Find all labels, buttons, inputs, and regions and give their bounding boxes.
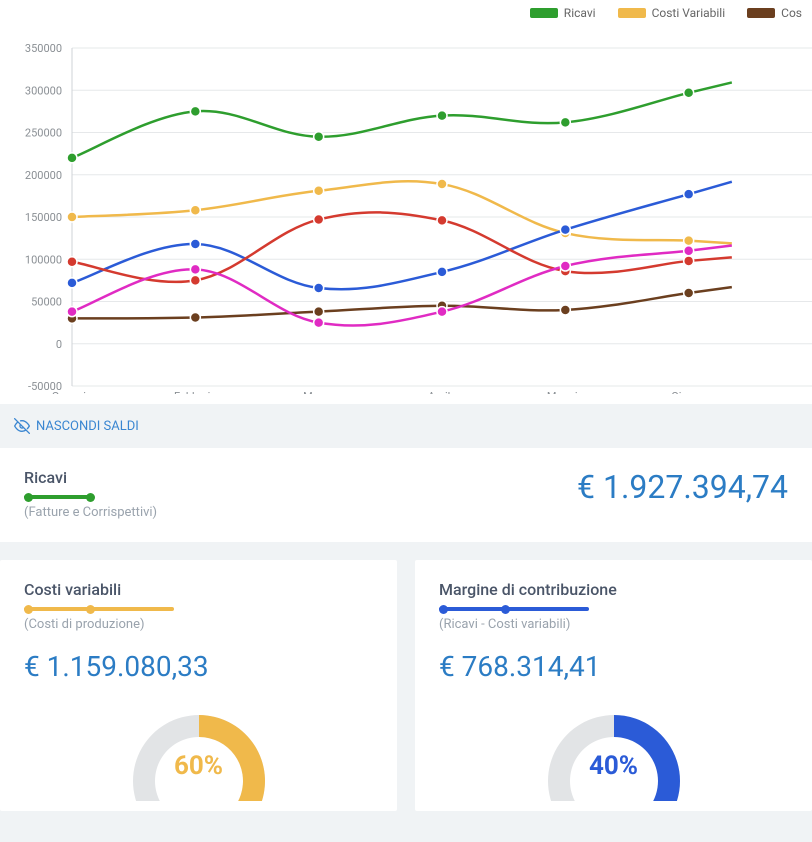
line-chart: -500000500001000001500002000002500003000… (0, 24, 812, 394)
margine-indicator (439, 607, 589, 611)
toggle-nascondi-saldi[interactable]: NASCONDI SALDI (0, 404, 812, 448)
legend-swatch (530, 8, 558, 18)
svg-text:Gennaio: Gennaio (52, 390, 92, 394)
ricavi-title: Ricavi (24, 468, 157, 487)
cards-row: Costi variabili (Costi di produzione) € … (0, 542, 812, 811)
legend-item[interactable]: Cos (747, 6, 802, 20)
costi-indicator (24, 607, 174, 611)
margine-value: € 768.314,41 (439, 650, 788, 683)
ricavi-subtitle: (Fatture e Corrispettivi) (24, 505, 157, 520)
svg-text:250000: 250000 (25, 127, 62, 140)
margine-card: Margine di contribuzione (Ricavi - Costi… (415, 560, 812, 811)
svg-text:100000: 100000 (25, 253, 62, 266)
svg-text:0: 0 (56, 338, 62, 351)
toggle-label: NASCONDI SALDI (36, 419, 139, 434)
svg-text:Maggio: Maggio (547, 390, 584, 394)
ricavi-value: € 1.927.394,74 (577, 468, 788, 506)
legend-label: Costi Variabili (652, 6, 726, 20)
margine-title: Margine di contribuzione (439, 580, 788, 599)
legend-swatch (747, 8, 775, 18)
ricavi-indicator (24, 495, 94, 499)
legend-item[interactable]: Ricavi (530, 6, 596, 20)
svg-text:Marzo: Marzo (303, 390, 334, 394)
svg-text:Giugno: Giugno (671, 390, 706, 394)
svg-text:200000: 200000 (25, 169, 62, 182)
costi-title: Costi variabili (24, 580, 373, 599)
costi-subtitle: (Costi di produzione) (24, 617, 373, 632)
svg-text:150000: 150000 (25, 211, 62, 224)
costi-percent: 60% (174, 751, 223, 781)
chart-legend: Ricavi Costi Variabili Cos (0, 0, 812, 24)
costi-variabili-card: Costi variabili (Costi di produzione) € … (0, 560, 397, 811)
svg-text:Febbraio: Febbraio (174, 390, 217, 394)
ricavi-card: Ricavi (Fatture e Corrispettivi) € 1.927… (0, 448, 812, 542)
costi-value: € 1.159.080,33 (24, 650, 373, 683)
margine-subtitle: (Ricavi - Costi variabili) (439, 617, 788, 632)
legend-label: Ricavi (564, 6, 596, 20)
svg-text:Aprile: Aprile (428, 390, 456, 394)
svg-text:50000: 50000 (31, 296, 62, 309)
legend-item[interactable]: Costi Variabili (618, 6, 726, 20)
eye-off-icon (14, 418, 30, 434)
svg-text:350000: 350000 (25, 42, 62, 55)
legend-label: Cos (781, 6, 802, 20)
legend-swatch (618, 8, 646, 18)
costi-donut: 60% (24, 701, 373, 801)
chart-panel: RicaviCosti VariabiliCos -50000050000100… (0, 0, 812, 404)
margine-percent: 40% (589, 751, 638, 781)
margine-donut: 40% (439, 701, 788, 801)
svg-text:300000: 300000 (25, 84, 62, 97)
